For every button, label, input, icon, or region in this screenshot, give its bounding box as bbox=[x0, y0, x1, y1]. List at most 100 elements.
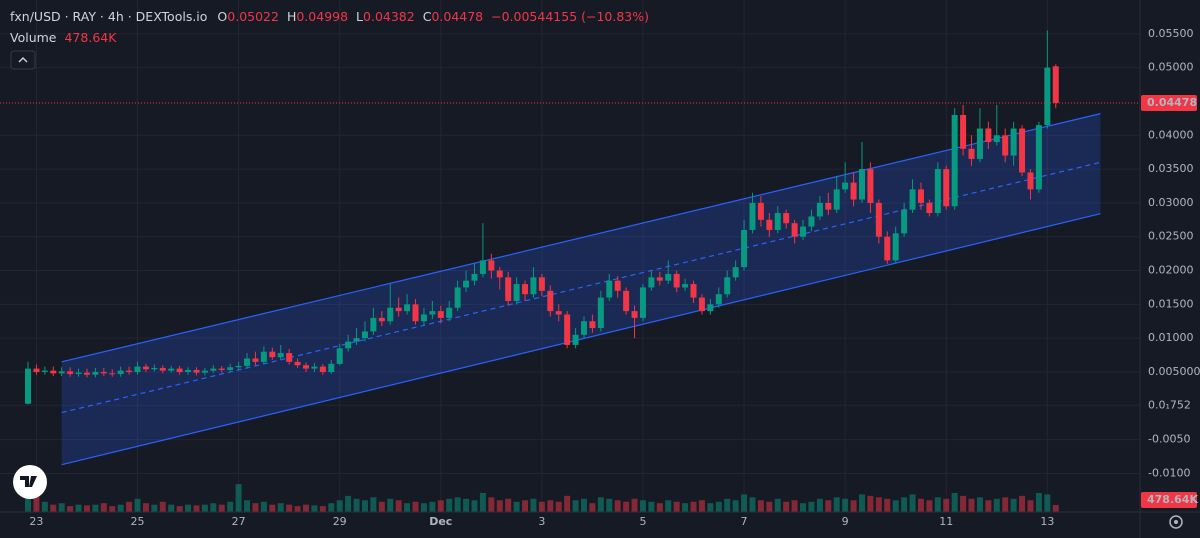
volume-bar bbox=[825, 500, 832, 512]
gear-hub[interactable] bbox=[1174, 520, 1178, 524]
candle-body bbox=[892, 233, 899, 261]
volume-value: 478.64K bbox=[64, 30, 117, 45]
logo[interactable] bbox=[13, 465, 47, 499]
volume-bar bbox=[1027, 500, 1034, 512]
volume-bar bbox=[951, 492, 958, 512]
candle-body bbox=[682, 284, 689, 288]
candle-body bbox=[1044, 67, 1051, 126]
candle-body bbox=[715, 294, 722, 305]
ohlc-value: 0.04998 bbox=[296, 9, 348, 24]
volume-bar bbox=[58, 503, 65, 512]
candle-body bbox=[294, 361, 301, 366]
volume-bar bbox=[934, 497, 941, 512]
volume-bar bbox=[505, 498, 512, 512]
candle-body bbox=[774, 213, 781, 230]
candle-body bbox=[437, 311, 444, 318]
candle-body bbox=[50, 370, 57, 374]
volume-badge-label: 478.64K bbox=[1147, 493, 1198, 506]
candle-body bbox=[859, 169, 865, 200]
volume-bar bbox=[311, 505, 318, 512]
candle-body bbox=[193, 369, 200, 373]
volume-bar bbox=[1010, 498, 1017, 512]
candle-body bbox=[387, 307, 394, 322]
volume-bar bbox=[412, 501, 419, 512]
volume-bar bbox=[404, 503, 411, 512]
candle-body bbox=[311, 366, 318, 369]
volume-bar bbox=[345, 495, 352, 512]
candle-body bbox=[92, 371, 99, 375]
volume-bar bbox=[808, 501, 815, 512]
candle-body bbox=[614, 280, 621, 291]
candle-body bbox=[555, 311, 562, 315]
logo-mark[interactable] bbox=[20, 476, 37, 487]
candle-body bbox=[1052, 66, 1059, 103]
candle-body bbox=[235, 365, 242, 368]
candle-body bbox=[159, 367, 166, 371]
volume-bar bbox=[387, 498, 394, 512]
volume-bar bbox=[126, 501, 133, 512]
candle-body bbox=[800, 226, 807, 237]
volume-bar bbox=[1044, 494, 1051, 512]
volume-bar bbox=[884, 498, 891, 512]
candle-body bbox=[639, 287, 646, 318]
candle-body bbox=[665, 273, 672, 281]
candle-body bbox=[505, 277, 512, 301]
volume-title: Volume bbox=[10, 30, 57, 45]
chevron-icon[interactable] bbox=[18, 57, 28, 63]
candle-body bbox=[547, 290, 554, 312]
volume-bar bbox=[1052, 504, 1059, 512]
candle-body bbox=[454, 287, 461, 308]
volume-bar bbox=[656, 503, 663, 512]
volume-bar bbox=[83, 505, 90, 512]
volume-bar bbox=[682, 503, 689, 512]
candle-body bbox=[825, 202, 832, 210]
settings-button[interactable] bbox=[1169, 515, 1183, 529]
candle-body bbox=[227, 367, 234, 370]
collapse-button[interactable] bbox=[10, 50, 36, 70]
volume-bar bbox=[581, 498, 587, 512]
candle-body bbox=[1010, 128, 1017, 156]
candle-body bbox=[463, 280, 470, 288]
candle-body bbox=[404, 304, 411, 312]
volume-bar bbox=[41, 501, 48, 512]
ohlc-key: L bbox=[356, 9, 363, 24]
volume-bar bbox=[92, 504, 99, 512]
volume-bar bbox=[463, 498, 470, 512]
candle-body bbox=[319, 366, 326, 372]
candle-body bbox=[749, 202, 756, 230]
candle-body bbox=[631, 311, 638, 318]
y-tick-label: 0.02500 bbox=[1148, 230, 1194, 243]
candle-body bbox=[522, 284, 529, 295]
volume-bar bbox=[168, 504, 175, 512]
volume-bar bbox=[218, 504, 225, 512]
volume-bar bbox=[471, 500, 478, 512]
candle-body bbox=[420, 314, 427, 322]
candle-body bbox=[741, 229, 748, 268]
volume-bar bbox=[648, 501, 655, 512]
candle-body bbox=[67, 371, 74, 375]
candle-body bbox=[488, 260, 495, 271]
volume-bar bbox=[395, 500, 402, 512]
candle-body bbox=[479, 260, 486, 274]
button-frame[interactable] bbox=[10, 50, 36, 70]
volume-bar bbox=[833, 497, 840, 512]
volume-bar bbox=[690, 501, 697, 512]
candle-body bbox=[1027, 172, 1034, 190]
y-tick-label: 0.03000 bbox=[1148, 196, 1194, 209]
y-tick-label: 0.05500 bbox=[1148, 27, 1194, 40]
candle-body bbox=[303, 365, 309, 369]
volume-bar bbox=[269, 504, 276, 512]
volume-bar bbox=[606, 498, 613, 512]
candle-body bbox=[581, 321, 587, 335]
volume-bar bbox=[859, 494, 865, 512]
y-tick-label: 0.05000 bbox=[1148, 61, 1194, 74]
candle-body bbox=[707, 304, 714, 312]
candle-body bbox=[25, 368, 31, 404]
candle-body bbox=[698, 297, 705, 312]
candle-body bbox=[117, 370, 124, 375]
candle-body bbox=[757, 202, 764, 220]
candle-body bbox=[185, 369, 192, 372]
candle-body bbox=[378, 317, 385, 322]
ohlc-key: C bbox=[423, 9, 432, 24]
gear-icon[interactable] bbox=[1169, 515, 1183, 529]
